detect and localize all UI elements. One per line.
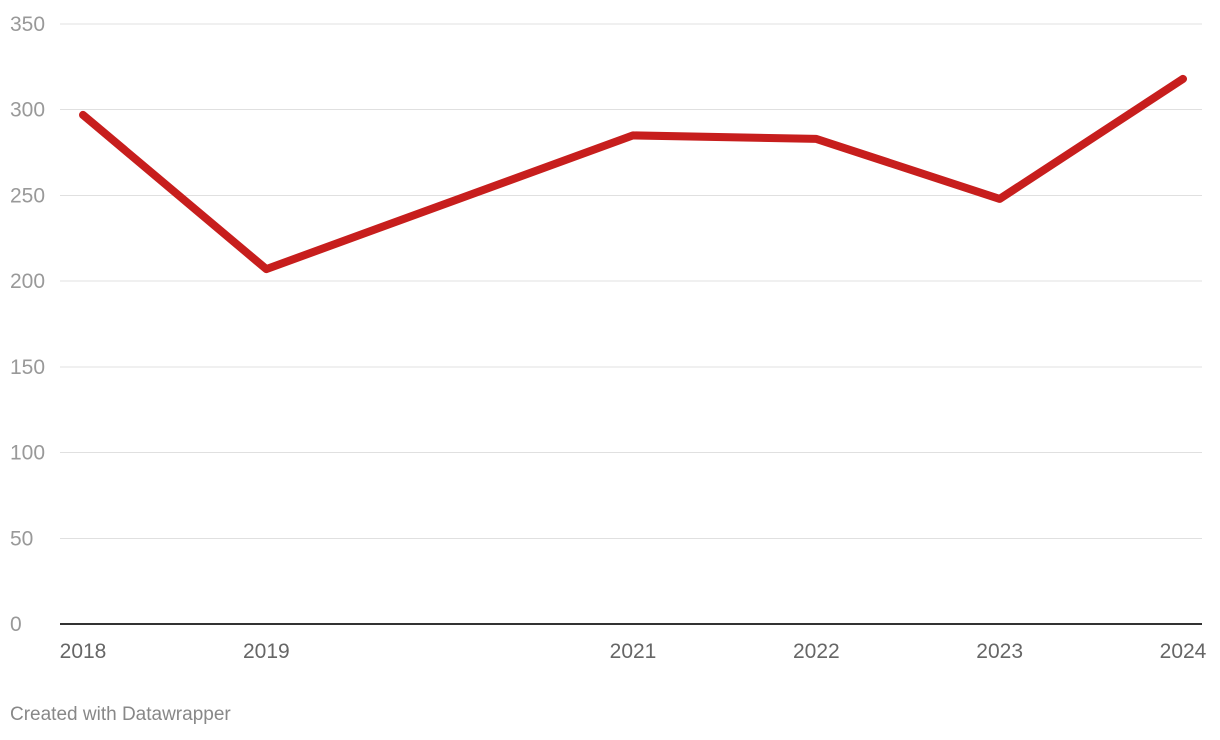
x-tick-label-2024: 2024	[1160, 640, 1207, 663]
footer-credit: Created with Datawrapper	[10, 704, 231, 725]
y-tick-label-350: 350	[10, 13, 45, 36]
x-tick-label-2022: 2022	[793, 640, 840, 663]
y-tick-label-200: 200	[10, 270, 45, 293]
y-tick-label-100: 100	[10, 442, 45, 465]
x-tick-label-2023: 2023	[976, 640, 1023, 663]
y-tick-label-300: 300	[10, 99, 45, 122]
series-line-0	[79, 74, 1187, 274]
x-tick-label-2019: 2019	[243, 640, 290, 663]
x-axis: 2018 2019 2021 2022 2023 2024	[60, 640, 1207, 663]
y-tick-label-150: 150	[10, 356, 45, 379]
y-tick-label-250: 250	[10, 184, 45, 207]
x-tick-label-2021: 2021	[610, 640, 657, 663]
y-axis: 0 50 100 150 200 250 300 350	[10, 13, 45, 636]
y-tick-label-50: 50	[10, 527, 33, 550]
gridlines	[60, 23, 1202, 625]
x-tick-label-2018: 2018	[60, 640, 107, 663]
series-lines	[79, 74, 1187, 274]
y-tick-label-0: 0	[10, 613, 22, 636]
